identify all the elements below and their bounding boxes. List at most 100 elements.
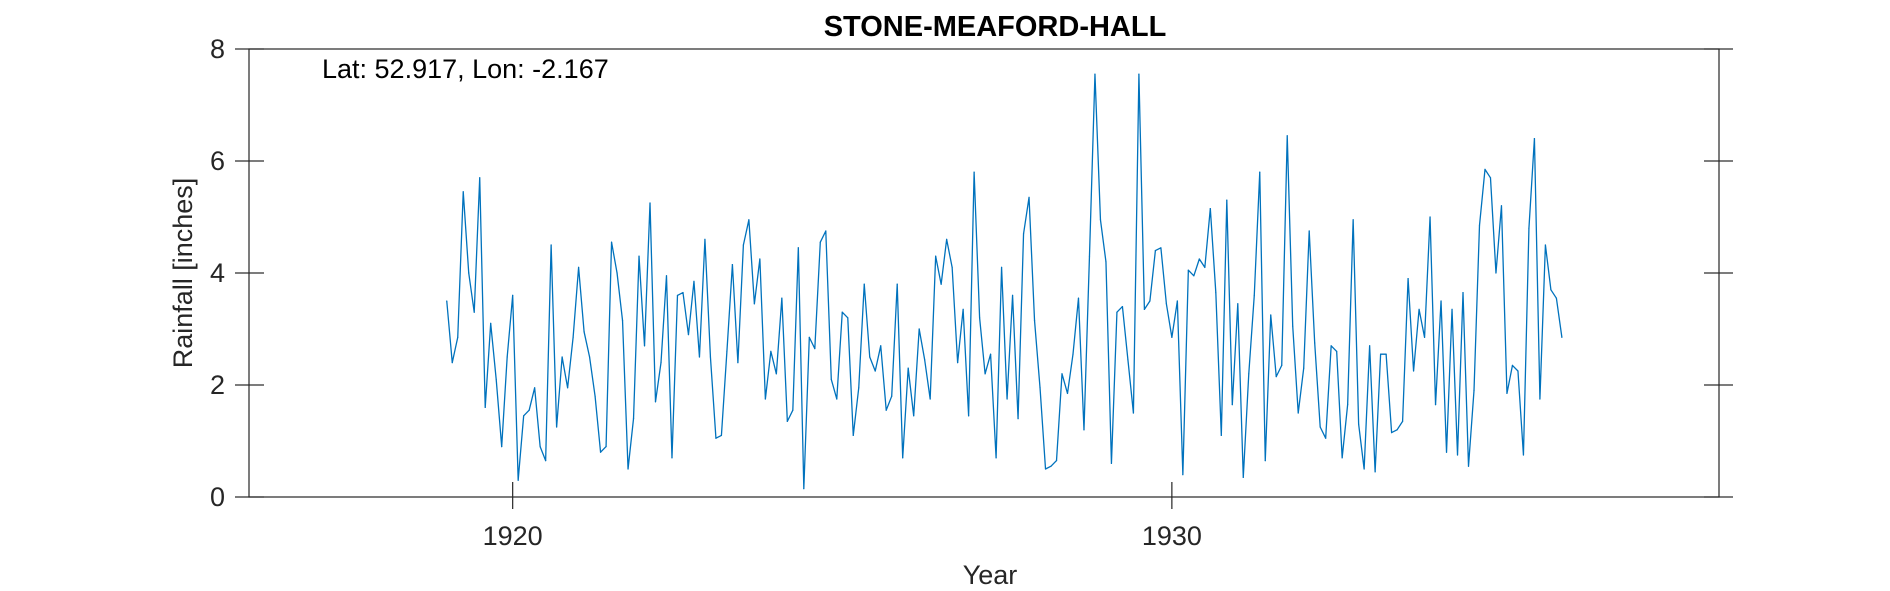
data-point bbox=[803, 488, 805, 490]
data-point bbox=[616, 272, 618, 274]
data-point bbox=[830, 378, 832, 380]
data-point bbox=[720, 434, 723, 436]
data-point bbox=[962, 308, 964, 310]
data-point bbox=[1187, 269, 1189, 271]
data-point bbox=[1286, 135, 1288, 137]
data-point bbox=[1105, 261, 1107, 263]
data-point bbox=[1248, 373, 1250, 375]
data-point bbox=[1281, 364, 1283, 366]
data-point bbox=[638, 255, 640, 257]
data-point bbox=[1198, 258, 1200, 260]
data-point bbox=[1528, 227, 1530, 229]
data-point bbox=[995, 457, 997, 459]
data-point bbox=[479, 177, 481, 179]
data-point bbox=[1160, 247, 1162, 249]
data-point bbox=[1314, 342, 1316, 344]
data-point bbox=[490, 322, 492, 324]
data-point bbox=[1193, 275, 1195, 277]
data-point bbox=[918, 328, 920, 330]
y-tick-label: 8 bbox=[210, 34, 225, 64]
data-point bbox=[704, 238, 706, 240]
data-point bbox=[1544, 244, 1547, 246]
data-point bbox=[473, 311, 475, 313]
data-point bbox=[1215, 292, 1217, 294]
data-point bbox=[753, 303, 755, 305]
data-point bbox=[1226, 199, 1228, 201]
data-point bbox=[1358, 423, 1360, 425]
data-point bbox=[709, 356, 712, 358]
y-tick-label: 2 bbox=[210, 370, 225, 400]
data-point bbox=[1083, 429, 1085, 431]
y-tick-label: 0 bbox=[210, 482, 225, 512]
data-point bbox=[726, 350, 728, 352]
data-point bbox=[1237, 303, 1239, 305]
data-point bbox=[902, 457, 904, 459]
data-point bbox=[1319, 426, 1321, 428]
data-point bbox=[847, 317, 849, 319]
data-point bbox=[1138, 73, 1140, 75]
data-point bbox=[643, 345, 646, 347]
data-point bbox=[1061, 373, 1063, 375]
data-point bbox=[1533, 138, 1536, 140]
data-point bbox=[649, 202, 651, 204]
data-point bbox=[1088, 255, 1091, 257]
data-point bbox=[1352, 219, 1354, 221]
data-point bbox=[1412, 370, 1415, 372]
data-point bbox=[973, 171, 975, 173]
data-point bbox=[1434, 404, 1437, 406]
y-tick-label: 6 bbox=[210, 146, 225, 176]
data-point bbox=[556, 426, 558, 428]
data-point bbox=[775, 373, 777, 375]
data-point bbox=[1253, 294, 1255, 296]
data-point bbox=[1456, 454, 1459, 456]
data-point bbox=[446, 300, 448, 302]
data-point bbox=[1511, 364, 1514, 366]
data-point bbox=[863, 283, 865, 285]
data-point bbox=[715, 437, 717, 439]
data-point bbox=[578, 266, 580, 268]
data-point bbox=[457, 336, 459, 338]
data-point bbox=[1385, 353, 1387, 355]
y-tick-label: 4 bbox=[210, 258, 225, 288]
data-point bbox=[501, 446, 503, 448]
data-point bbox=[682, 292, 684, 294]
data-point bbox=[572, 336, 574, 338]
data-point bbox=[797, 247, 799, 249]
data-point bbox=[1259, 171, 1261, 173]
data-point bbox=[550, 244, 552, 246]
data-point bbox=[1347, 404, 1349, 406]
data-point bbox=[1270, 314, 1272, 316]
data-point bbox=[1380, 353, 1382, 355]
x-axis-ticks: 1920 1930 bbox=[483, 482, 1202, 551]
y-axis-label: Rainfall [inches] bbox=[168, 178, 198, 369]
data-point bbox=[1132, 412, 1135, 414]
data-point bbox=[671, 457, 673, 459]
data-point bbox=[1292, 325, 1294, 327]
data-point bbox=[1467, 465, 1470, 467]
data-point bbox=[1017, 418, 1019, 420]
data-point bbox=[1011, 294, 1014, 296]
x-axis-label: Year bbox=[963, 560, 1018, 590]
data-point bbox=[462, 191, 464, 193]
data-point bbox=[1033, 320, 1036, 322]
data-point bbox=[605, 446, 607, 448]
data-point bbox=[654, 401, 657, 403]
data-point bbox=[792, 409, 794, 411]
data-point bbox=[468, 272, 470, 274]
data-point bbox=[825, 230, 827, 232]
data-point bbox=[924, 359, 926, 361]
data-point bbox=[891, 395, 893, 397]
data-point bbox=[819, 241, 821, 243]
data-points bbox=[446, 73, 1563, 490]
y-axis-ticks: 0 2 4 6 8 bbox=[210, 34, 1733, 512]
data-point bbox=[621, 320, 624, 322]
data-point bbox=[1451, 308, 1453, 310]
x-tick-label: 1930 bbox=[1142, 521, 1202, 551]
data-point bbox=[484, 406, 486, 408]
data-point bbox=[759, 258, 761, 260]
data-point bbox=[1429, 216, 1431, 218]
data-point bbox=[632, 418, 635, 420]
data-point bbox=[1000, 266, 1003, 268]
data-point bbox=[896, 283, 898, 285]
data-point bbox=[968, 415, 970, 417]
